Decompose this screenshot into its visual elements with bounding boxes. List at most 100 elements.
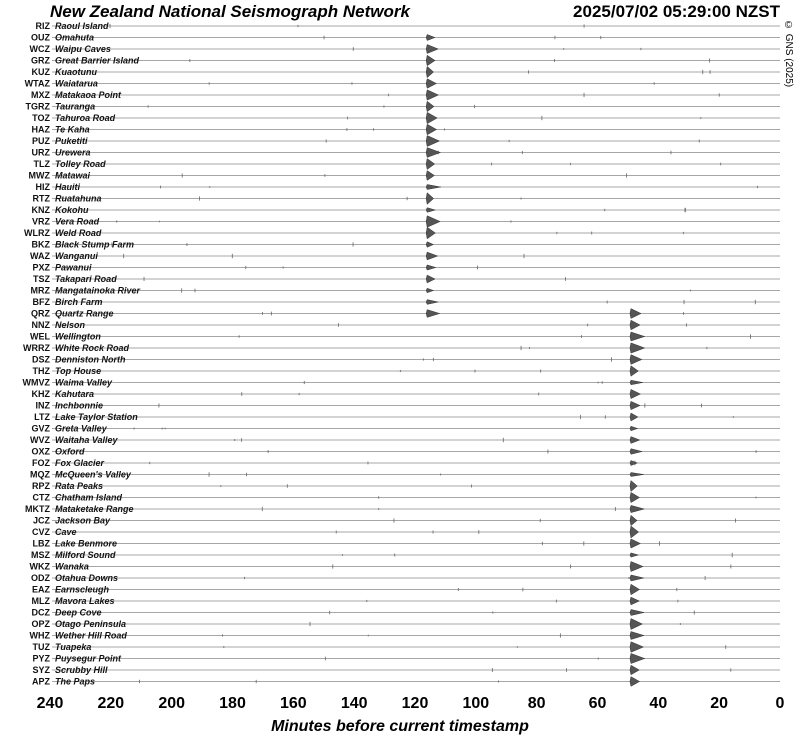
station-name: Waiatarua xyxy=(55,79,98,89)
station-code: HAZ xyxy=(32,125,51,135)
station-name: Jackson Bay xyxy=(55,516,111,526)
station-name: Takapari Road xyxy=(55,274,117,284)
station-name: Kahutara xyxy=(55,389,94,399)
station-code: GRZ xyxy=(31,56,51,66)
station-name: The Paps xyxy=(55,677,95,687)
station-name: Lake Taylor Station xyxy=(55,412,138,422)
wave-packet xyxy=(629,342,646,354)
station-code: RPZ xyxy=(32,481,51,491)
wave-packet xyxy=(629,492,640,503)
station-name: Fox Glacier xyxy=(55,458,105,468)
station-code: TSZ xyxy=(33,274,51,284)
station-name: Denniston North xyxy=(55,355,126,365)
station-name: Pawanui xyxy=(55,263,92,273)
wave-packet xyxy=(629,618,643,630)
station-name: Birch Farm xyxy=(55,297,103,307)
station-code: RTZ xyxy=(33,194,51,204)
chart-title: New Zealand National Seismograph Network xyxy=(50,2,410,21)
station-name: Wanganui xyxy=(55,251,98,261)
station-name: Tolley Road xyxy=(55,159,106,169)
station-code: INZ xyxy=(36,401,51,411)
station-code: TLZ xyxy=(34,159,51,169)
station-name: Urewera xyxy=(55,148,91,158)
station-code: MXZ xyxy=(31,90,51,100)
station-code: DCZ xyxy=(32,608,51,618)
station-name: Mataketake Range xyxy=(55,504,134,514)
station-name: Otago Peninsula xyxy=(55,619,126,629)
station-name: Chatham Island xyxy=(55,493,123,503)
x-axis-label: Minutes before current timestamp xyxy=(271,718,529,735)
station-code: WKZ xyxy=(30,562,51,572)
station-name: Wether Hill Road xyxy=(55,631,127,641)
wave-packet xyxy=(425,135,441,147)
station-code: RIZ xyxy=(36,21,51,31)
station-code: WVZ xyxy=(30,435,50,445)
wave-packet xyxy=(629,480,638,492)
station-code: SYZ xyxy=(32,665,50,675)
station-name: Black Stump Farm xyxy=(55,240,134,250)
station-name: Wellington xyxy=(55,332,101,342)
timestamp: 2025/07/02 05:29:00 NZST xyxy=(573,2,780,21)
station-name: Kokohu xyxy=(55,205,89,215)
x-tick-label: 200 xyxy=(158,695,185,712)
station-name: Earnscleugh xyxy=(55,585,110,595)
wave-packet xyxy=(425,192,434,205)
wave-packet xyxy=(629,538,641,549)
wave-packet xyxy=(425,184,441,190)
station-code: QRZ xyxy=(31,309,51,319)
wave-packet xyxy=(629,379,643,386)
station-code: TOZ xyxy=(32,113,50,123)
wave-packet xyxy=(629,653,646,664)
station-code: PXZ xyxy=(32,263,50,273)
wave-packet xyxy=(425,147,442,158)
station-code: CTZ xyxy=(33,493,51,503)
wave-packet xyxy=(629,472,644,477)
station-code: MWZ xyxy=(29,171,51,181)
station-name: Weld Road xyxy=(55,228,102,238)
station-code: THZ xyxy=(33,366,51,376)
station-name: Top House xyxy=(55,366,101,376)
x-tick-label: 40 xyxy=(649,695,667,712)
wave-packet xyxy=(629,425,639,432)
wave-packet xyxy=(425,251,439,261)
x-tick-label: 240 xyxy=(37,695,64,712)
station-code: VRZ xyxy=(32,217,51,227)
station-name: Tahuroa Road xyxy=(55,113,116,123)
wave-packet xyxy=(425,170,435,181)
station-name: Tuapeka xyxy=(55,642,91,652)
station-code: WCZ xyxy=(30,44,51,54)
station-code: BKZ xyxy=(32,240,51,250)
station-name: Te Kaha xyxy=(55,125,90,135)
copyright-notice: © GNS (2025) xyxy=(783,20,794,88)
station-code: GVZ xyxy=(31,424,50,434)
wave-packet xyxy=(629,354,643,365)
station-code: MRZ xyxy=(31,286,51,296)
station-code: PYZ xyxy=(32,654,50,664)
x-tick-label: 120 xyxy=(402,695,429,712)
wave-packet xyxy=(425,274,436,284)
wave-packet xyxy=(425,34,436,41)
x-tick-label: 100 xyxy=(462,695,489,712)
station-code: LTZ xyxy=(34,412,50,422)
x-tick-label: 0 xyxy=(776,695,785,712)
station-code: WHZ xyxy=(30,631,51,641)
station-code: ODZ xyxy=(31,573,51,583)
station-name: Matakaoa Point xyxy=(55,90,122,100)
wave-packet xyxy=(425,309,441,318)
station-code: WTAZ xyxy=(25,79,51,89)
x-tick-label: 20 xyxy=(710,695,728,712)
station-name: Milford Sound xyxy=(55,550,116,560)
station-code: BFZ xyxy=(33,297,51,307)
wave-packet xyxy=(629,525,640,539)
x-tick-label: 160 xyxy=(280,695,307,712)
wave-packet xyxy=(425,89,440,101)
wave-packet xyxy=(629,308,642,319)
wave-packet xyxy=(629,552,640,558)
wave-packet xyxy=(425,215,441,228)
station-name: Matawai xyxy=(55,171,91,181)
x-tick-label: 60 xyxy=(589,695,607,712)
station-code: KHZ xyxy=(32,389,51,399)
station-name: Rata Peaks xyxy=(55,481,103,491)
station-code: FOZ xyxy=(32,458,50,468)
wave-packet xyxy=(629,331,646,342)
